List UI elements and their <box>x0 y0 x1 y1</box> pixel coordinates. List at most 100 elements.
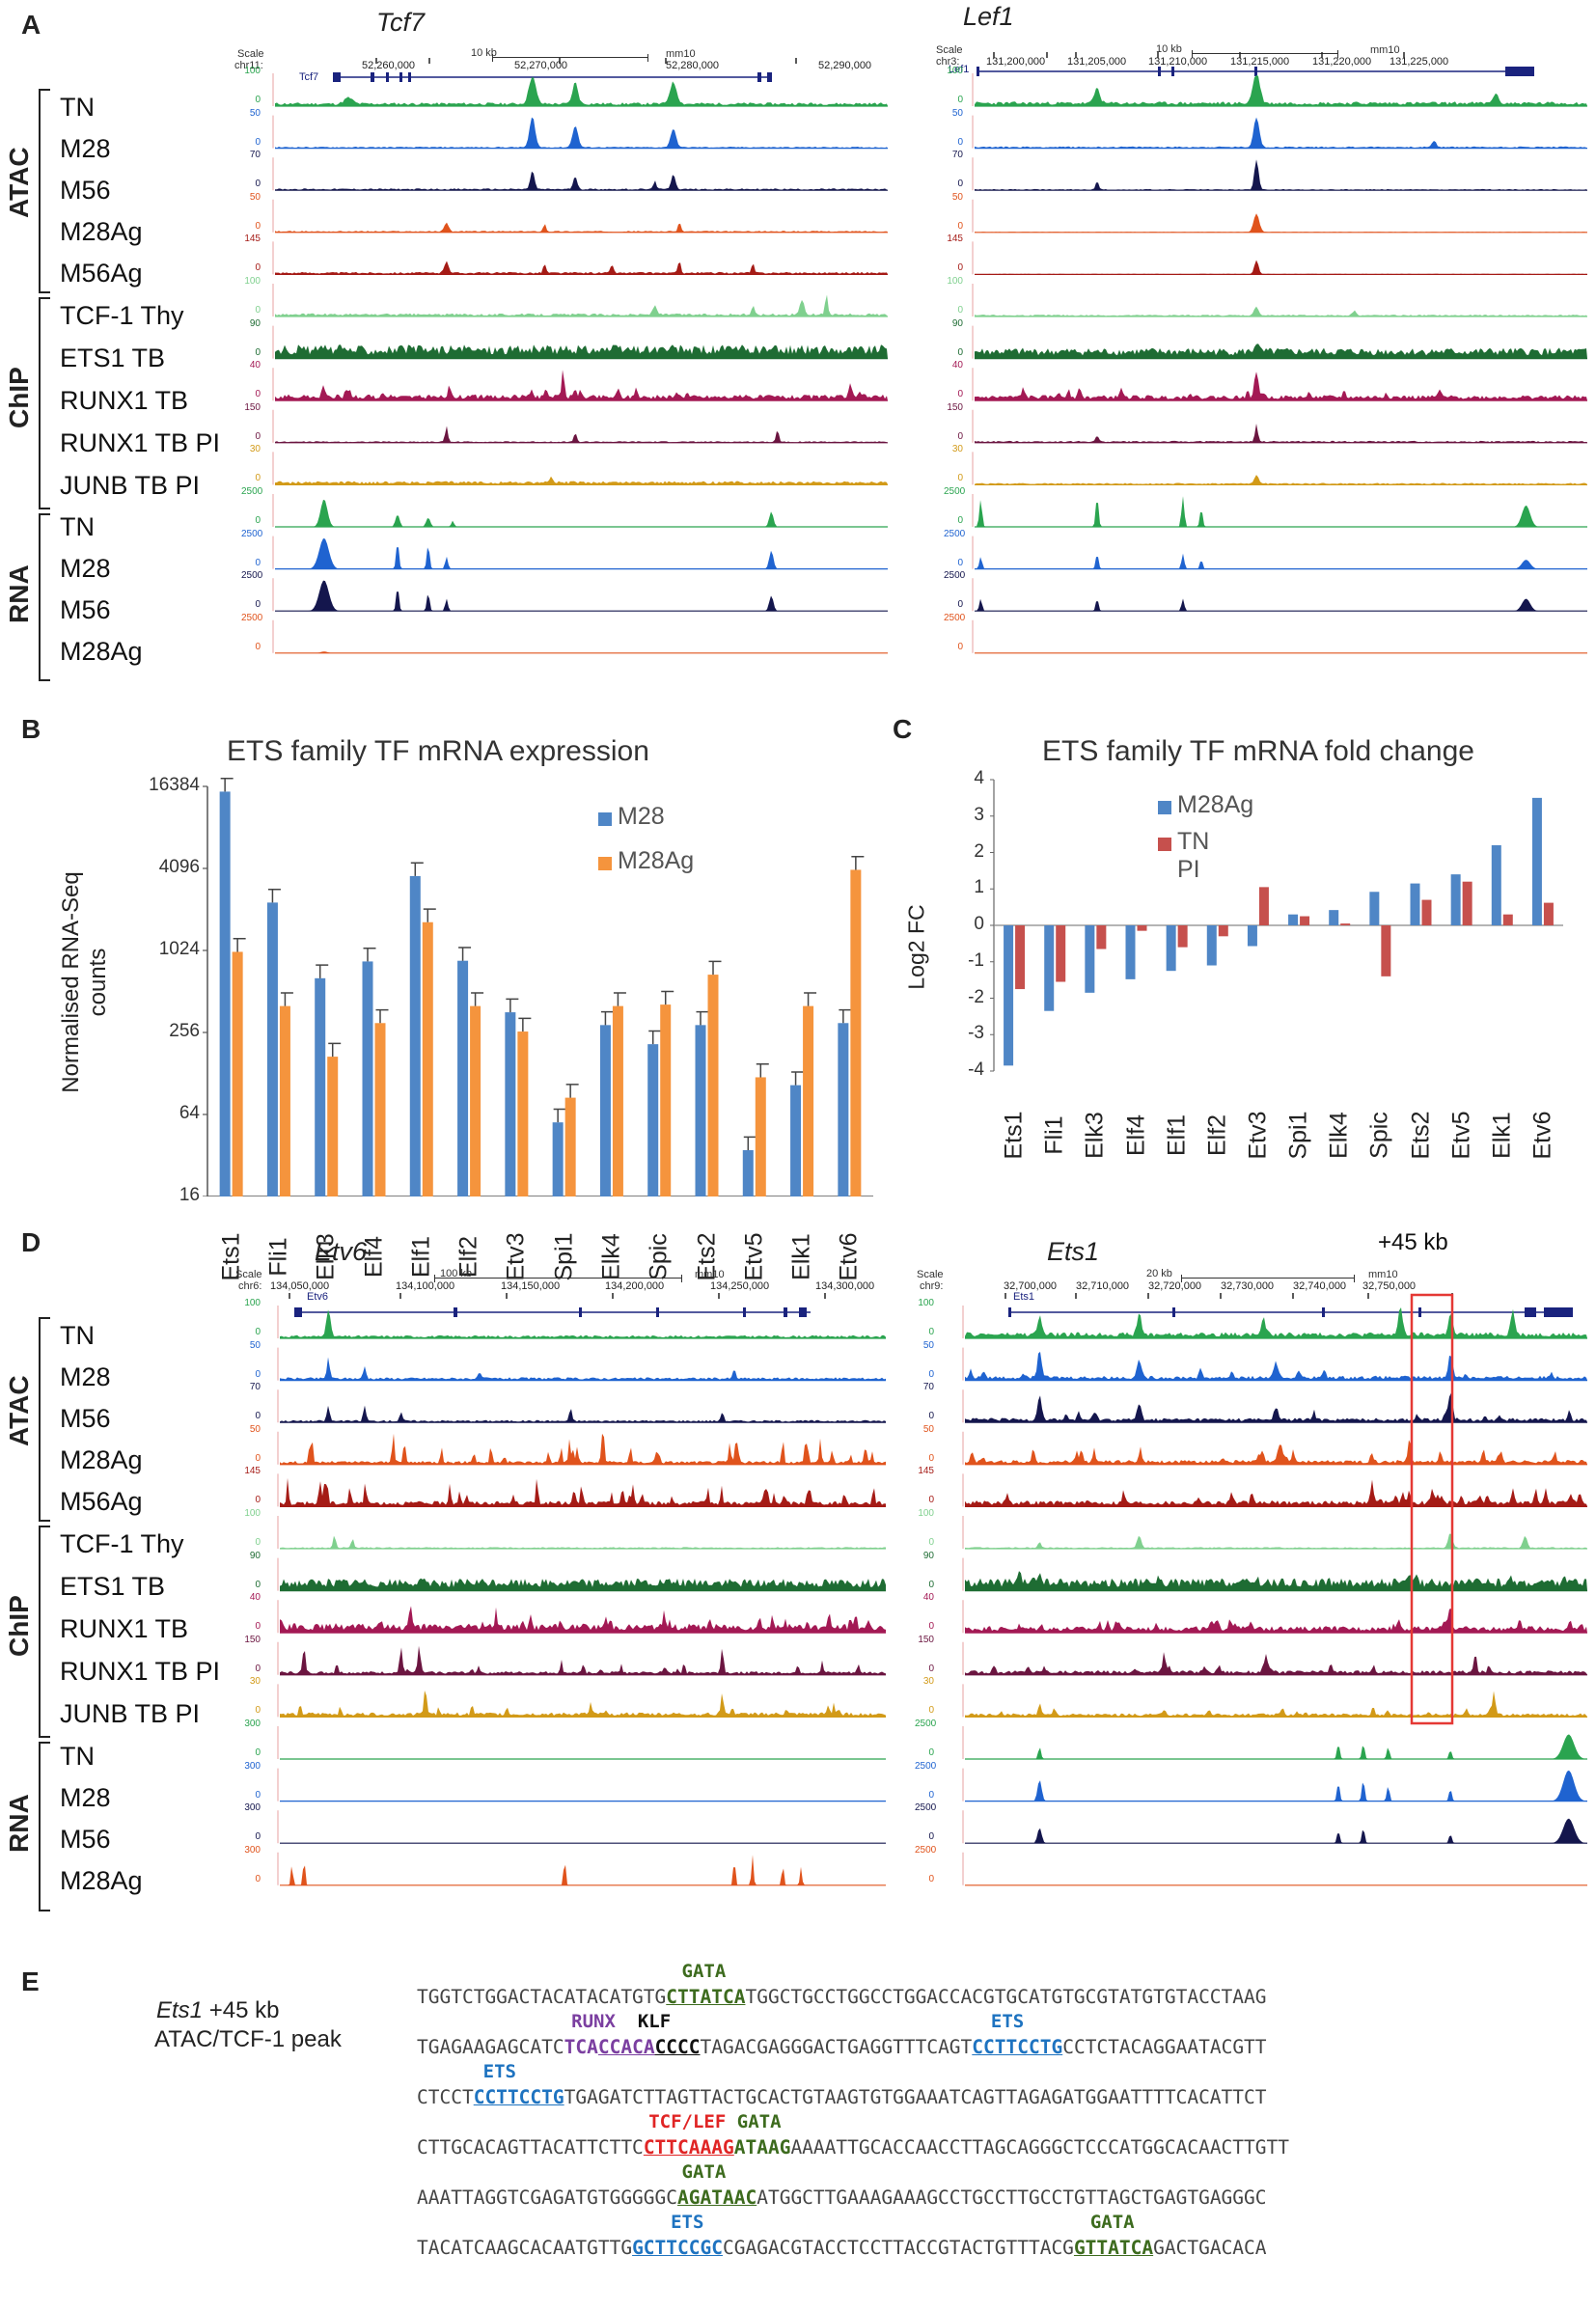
bar-m28ag-ets2 <box>1410 883 1420 925</box>
track-zero-value: 0 <box>255 389 261 400</box>
track-zero-value: 0 <box>255 473 261 484</box>
sequence-subtitle: ATAC/TCF-1 peak <box>154 2026 342 2052</box>
legend-label-m28: M28 <box>618 803 665 830</box>
error-bar <box>708 960 722 976</box>
bar-m28-spic <box>647 1044 659 1196</box>
sequence-title-gene: Ets1 <box>156 1997 204 2023</box>
error-bar <box>756 1063 769 1078</box>
signal-track <box>975 260 1587 275</box>
signal-track <box>975 75 1587 106</box>
track-zero-value: 0 <box>255 1452 261 1464</box>
track-zero-value: 0 <box>928 1495 934 1506</box>
track-max-value: 2500 <box>241 570 263 582</box>
track-zero-value: 0 <box>957 262 963 274</box>
signal-track <box>975 475 1587 485</box>
track-zero-value: 0 <box>928 1663 934 1674</box>
track-max-value: 2500 <box>944 528 966 539</box>
row-label: TN <box>60 512 95 541</box>
sequence-segment: TACATCAAGCACAATGTTG <box>417 2237 633 2259</box>
legend-swatch-tn-pi <box>1158 838 1171 851</box>
signal-track <box>965 1351 1587 1381</box>
track-max-value: 145 <box>918 1466 934 1477</box>
chromosome-label: chr3: <box>936 56 960 68</box>
track-zero-value: 0 <box>255 1663 261 1674</box>
y-tick-label: 0 <box>974 914 984 934</box>
track-max-value: 2500 <box>944 612 966 623</box>
track-zero-value: 0 <box>255 1873 261 1884</box>
track-gene-label: Tcf7 <box>299 71 319 83</box>
gene-model <box>333 58 797 82</box>
track-max-value: 2500 <box>241 612 263 623</box>
coord-label: 32,700,000 <box>1004 1280 1058 1292</box>
exon-block <box>757 72 761 82</box>
signal-track <box>975 213 1587 233</box>
track-max-value: 70 <box>922 1382 934 1393</box>
signal-track <box>280 1606 886 1634</box>
motif-site: AGATAAC <box>677 2186 757 2209</box>
error-bar <box>423 908 436 922</box>
bar-m28-ets1 <box>219 791 231 1196</box>
motif-name: GATA <box>1089 2212 1135 2233</box>
coord-label: 32,740,000 <box>1293 1280 1347 1292</box>
exon-block <box>579 1307 582 1317</box>
sequence-line: TGAGAAGAGCATCTCACCACACCCCTAGACGAGGGACTGA… <box>417 2036 1267 2058</box>
error-bar <box>851 856 865 870</box>
track-zero-value: 0 <box>255 1411 261 1422</box>
bar-m28ag-ets2 <box>707 975 719 1196</box>
track-zero-value: 0 <box>928 1831 934 1843</box>
panel-e-sequence: Ets1 +45 kb ATAC/TCF-1 peak GATA TGGTCTGG… <box>0 1959 1596 2310</box>
track-max-value: 70 <box>249 1382 261 1393</box>
rna-bracket <box>39 513 50 681</box>
motif-label-row: ETS GATA <box>417 2212 1135 2233</box>
track-max-value: 300 <box>244 1760 261 1772</box>
coord-label: 131,215,000 <box>1230 56 1290 68</box>
signal-track <box>975 371 1587 401</box>
sequence-segment: CCTCTACAGGAATACGTT <box>1062 2036 1267 2058</box>
sequence-line: AAATTAGGTCGAGATGTGGGGGCAGATAACATGGCTTGAA… <box>417 2186 1267 2209</box>
row-label: M56Ag <box>60 1487 143 1516</box>
legend-label-m28ag: M28Ag <box>618 847 695 874</box>
track-zero-value: 0 <box>255 1621 261 1633</box>
row-label: M56 <box>60 595 111 624</box>
coord-label: 134,300,000 <box>815 1280 875 1292</box>
track-zero-value: 0 <box>957 220 963 232</box>
track-zero-value: 0 <box>957 557 963 568</box>
signal-track <box>280 1645 886 1675</box>
error-bar <box>553 1108 566 1123</box>
bar-m28-ets2 <box>695 1025 706 1196</box>
signal-track <box>975 159 1587 191</box>
exon-block <box>454 1307 457 1317</box>
track-max-value: 2500 <box>915 1760 937 1772</box>
exon-block <box>1008 1307 1011 1317</box>
error-bar <box>316 964 329 978</box>
signal-track <box>965 1440 1587 1465</box>
y-tick-label: 1 <box>974 877 984 898</box>
signal-track <box>280 1309 886 1338</box>
signal-track <box>975 496 1587 527</box>
bar-m28ag-elk4 <box>1329 910 1339 925</box>
signal-track <box>965 1734 1587 1759</box>
motif-site: CCACA <box>597 2036 655 2058</box>
track-max-value: 2500 <box>241 528 263 539</box>
error-bar <box>267 888 281 903</box>
sequence-title-rest: +45 kb <box>203 1997 280 2023</box>
error-bar <box>506 998 519 1013</box>
row-label: M28Ag <box>60 637 143 666</box>
signal-track <box>275 580 888 612</box>
bar-m28-etv3 <box>505 1012 516 1196</box>
exon-block <box>333 72 341 82</box>
row-label: M56 <box>60 1825 111 1854</box>
motif-site: CCTTCCTG <box>473 2086 564 2108</box>
panel-label-c: C <box>893 714 913 744</box>
track-zero-value: 0 <box>255 179 261 190</box>
track-max-value: 100 <box>244 276 261 287</box>
legend-swatch-m28ag <box>1158 801 1171 814</box>
bar-m28ag-etv3 <box>1247 925 1257 947</box>
sequence-line: CTTGCACAGTTACATTCTTCCTTCAAAGATAAGAAAATTG… <box>417 2136 1289 2159</box>
error-bar <box>743 1136 757 1151</box>
track-max-value: 100 <box>918 1508 934 1519</box>
bar-m28-etv6 <box>838 1023 849 1196</box>
scale-bar <box>1181 1275 1355 1282</box>
track-zero-value: 0 <box>255 1705 261 1717</box>
bar-m28-spi1 <box>552 1122 564 1196</box>
